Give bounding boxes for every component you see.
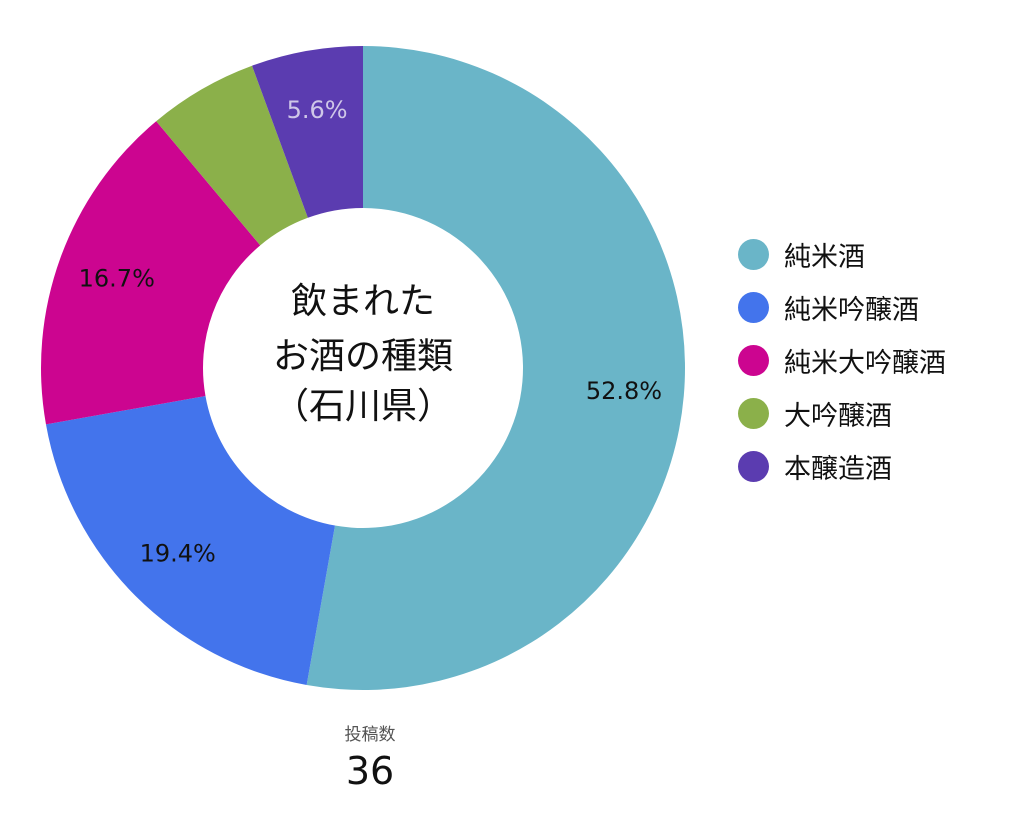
legend-item-junmai[interactable]: 純米酒 (738, 237, 946, 273)
legend-swatch-daiginjo (738, 397, 769, 429)
legend-item-honjozo[interactable]: 本醸造酒 (738, 449, 946, 485)
legend-label-junmai-daiginjo: 純米大吟醸酒 (784, 347, 946, 379)
slice-junmai-ginjo[interactable] (45, 396, 335, 686)
legend-label-daiginjo: 大吟醸酒 (784, 400, 892, 432)
post-count: 投稿数 36 (300, 722, 440, 794)
legend-swatch-honjozo (738, 450, 769, 482)
slices-layer (41, 46, 685, 690)
slice-label-honjozo: 5.6% (287, 96, 348, 124)
slice-label-junmai-daiginjo: 16.7% (79, 264, 155, 292)
legend-item-daiginjo[interactable]: 大吟醸酒 (738, 396, 946, 432)
legend-swatch-junmai-ginjo (738, 291, 769, 323)
center-title-line-3: （石川県） (273, 386, 453, 427)
legend: 純米酒 純米吟醸酒 純米大吟醸酒 大吟醸酒 本醸造酒 (738, 237, 946, 485)
legend-label-honjozo: 本醸造酒 (784, 453, 892, 485)
legend-item-junmai-ginjo[interactable]: 純米吟醸酒 (738, 290, 946, 326)
center-title-line-1: 飲まれた (291, 281, 435, 322)
legend-swatch-junmai (738, 238, 769, 270)
legend-label-junmai: 純米酒 (784, 241, 865, 273)
slice-honjozo[interactable] (252, 46, 363, 218)
slice-junmai-daiginjo[interactable] (41, 121, 261, 425)
legend-label-junmai-ginjo: 純米吟醸酒 (784, 294, 919, 326)
legend-swatch-junmai-daiginjo (738, 344, 769, 376)
center-title-line-2: お酒の種類 (273, 336, 453, 377)
slice-junmai[interactable] (306, 46, 685, 690)
slice-label-junmai: 52.8% (586, 377, 662, 405)
slice-daiginjo[interactable] (156, 65, 308, 246)
legend-item-junmai-daiginjo[interactable]: 純米大吟醸酒 (738, 343, 946, 379)
slice-labels-layer: 52.8% 19.4% 16.7% 5.6% (79, 96, 662, 567)
slice-label-junmai-ginjo: 19.4% (140, 539, 216, 567)
post-count-label: 投稿数 (344, 725, 396, 745)
post-count-value: 36 (345, 749, 395, 793)
